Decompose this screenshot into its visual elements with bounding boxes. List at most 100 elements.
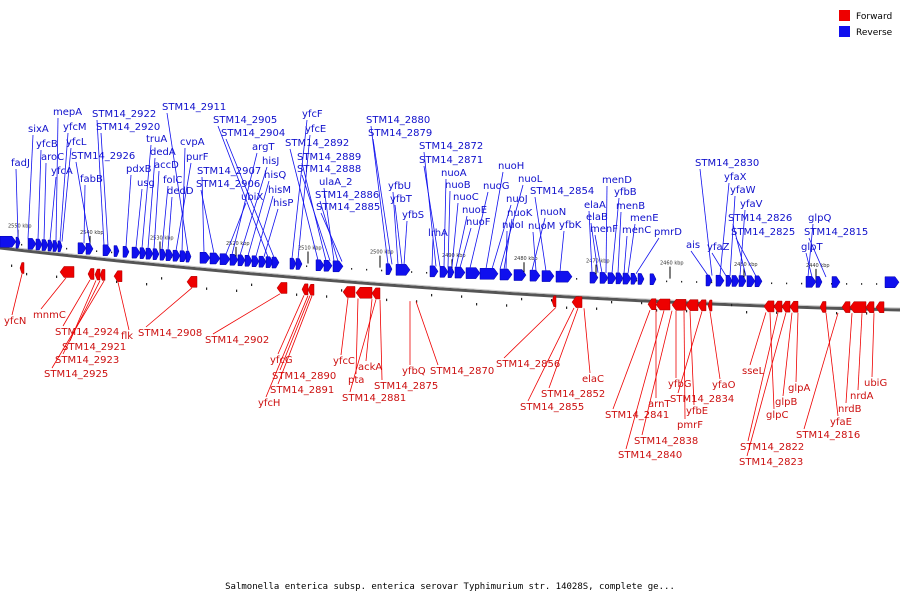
scale-tick-label: 2510 kbp <box>298 246 322 252</box>
reverse-gene-yfca-label: yfcA <box>51 166 73 177</box>
reverse-gene-yfcb-connector <box>37 149 42 240</box>
reverse-gene-glpt-label: glpT <box>801 242 823 253</box>
forward-gene-yfcg-connector <box>277 295 305 355</box>
reverse-gene-stm14-2826-label: STM14_2826 <box>728 213 792 224</box>
reverse-gene-yfcl-label: yfcL <box>66 137 87 148</box>
reverse-gene-arrow <box>271 256 280 269</box>
reverse-gene-arrow <box>479 268 499 280</box>
reverse-gene-arrow <box>289 257 297 270</box>
reverse-gene-nuob-label: nuoB <box>445 180 471 191</box>
reverse-gene-stm14-2907-label: STM14_2907 <box>197 166 261 177</box>
scale-tick-label: 2520 kbp <box>226 241 250 247</box>
reverse-gene-usg-connector <box>135 188 143 248</box>
marker-dot <box>111 251 113 254</box>
reverse-gene-arrow <box>439 266 449 278</box>
marker-dot <box>411 271 413 273</box>
reverse-gene-yfce-connector <box>297 134 311 259</box>
forward-gene-flk-label: flk <box>121 331 133 342</box>
forward-gene-stm14-2923-connector <box>62 280 101 355</box>
forward-gene-arrow <box>789 300 799 313</box>
reverse-gene-mend-label: menD <box>602 175 632 186</box>
forward-gene-labels: yfcN mnmC STM14_2924 STM14_2921 STM14_2923 ST… <box>4 273 887 468</box>
marker-dot <box>681 280 683 283</box>
reverse-gene-nuoi-label: nuoI <box>502 220 524 231</box>
forward-gene-arrow <box>697 299 707 312</box>
reverse-gene-arrow <box>454 266 466 279</box>
reverse-gene-arrow <box>447 266 455 278</box>
forward-gene-acka-label: ackA <box>358 362 382 373</box>
reverse-gene-nuob-connector <box>447 190 451 268</box>
forward-gene-stm14-2902-connector <box>212 293 281 335</box>
reverse-gene-hisj-label: hisJ <box>262 156 279 167</box>
reverse-gene-usg-label: usg <box>137 178 155 189</box>
reverse-gene-fabb-label: fabB <box>80 174 103 185</box>
reverse-gene-mene-label: menE <box>630 213 659 224</box>
forward-gene-stm14-2852-label: STM14_2852 <box>541 389 605 400</box>
reverse-gene-stm14-2880-label: STM14_2880 <box>366 115 430 126</box>
forward-gene-stm14-2841-connector <box>612 310 651 410</box>
marker-dot <box>21 243 23 246</box>
reverse-gene-pdxb-connector <box>125 174 132 247</box>
marker-dot <box>386 298 388 302</box>
reverse-gene-arrow <box>145 247 154 260</box>
scale-tick-label: 2440 kbp <box>806 263 830 269</box>
forward-gene-stm14-2840-connector <box>625 310 665 450</box>
reverse-gene-mene-connector <box>627 223 636 274</box>
reverse-gene-arrow <box>622 272 632 285</box>
reverse-gene-stm14-2905-connector <box>217 125 269 258</box>
reverse-gene-stm14-2872-connector <box>423 151 437 267</box>
marker-dot <box>521 297 523 301</box>
reverse-gene-arrow <box>805 276 817 288</box>
forward-gene-arrow <box>875 301 885 313</box>
reverse-gene-yfbt-connector <box>394 204 403 265</box>
reverse-gene-yfcf-connector <box>291 119 308 259</box>
reverse-gene-ais-label: ais <box>686 240 700 251</box>
reverse-gene-arrow <box>152 248 160 260</box>
forward-gene-mnmc-connector <box>40 277 67 310</box>
reverse-gene-nuoh-connector <box>485 171 504 269</box>
reverse-gene-yfbu-label: yfbU <box>388 181 411 192</box>
forward-gene-nrda-label: nrdA <box>850 391 874 402</box>
forward-gene-glpb-label: glpB <box>775 397 797 408</box>
reverse-gene-stm14-2879-connector <box>372 138 393 265</box>
reverse-gene-nuoe-label: nuoE <box>462 205 487 216</box>
forward-gene-elac-connector <box>583 308 591 374</box>
reverse-gene-glpq-connector <box>807 223 814 277</box>
reverse-gene-hisp-connector <box>263 208 279 257</box>
reverse-gene-yfbs-connector <box>403 220 408 265</box>
forward-gene-arrow <box>87 268 95 280</box>
marker-dot <box>351 268 353 270</box>
marker-dot <box>771 282 773 285</box>
forward-gene-stm14-2816-connector <box>803 312 839 430</box>
reverse-gene-ubix-label: ubiX <box>241 192 263 203</box>
reverse-gene-aroc-label: aroC <box>41 152 64 163</box>
reverse-gene-glpq-label: glpQ <box>808 213 831 224</box>
reverse-gene-stm14-2920-label: STM14_2920 <box>96 122 160 133</box>
forward-gene-yfcn-label: yfcN <box>4 316 26 327</box>
forward-gene-arrow <box>307 283 315 296</box>
reverse-gene-elab-label: elaB <box>586 212 608 223</box>
reverse-gene-stm14-2906-connector <box>200 189 215 254</box>
reverse-gene-arrow <box>102 244 112 257</box>
reverse-gene-stm14-2886-label: STM14_2886 <box>315 190 379 201</box>
reverse-gene-nuoa-label: nuoA <box>441 168 467 179</box>
marker-dot <box>431 293 433 297</box>
reverse-gene-sixa-label: sixA <box>28 124 49 135</box>
forward-gene-nrdb-label: nrdB <box>838 404 862 415</box>
forward-gene-stm14-2925-connector <box>51 280 105 369</box>
marker-dot <box>326 295 328 298</box>
scale-tick-label: 2480 kbp <box>514 256 538 262</box>
scale-tick-label: 2500 kbp <box>370 250 394 256</box>
reverse-gene-arrow <box>615 272 624 285</box>
scale-tick-label: 2530 kbp <box>150 235 174 241</box>
forward-gene-arrow <box>571 296 583 308</box>
marker-dot <box>786 282 788 285</box>
reverse-gene-yfbb-label: yfbB <box>614 187 637 198</box>
reverse-gene-stm14-2871-connector <box>423 165 441 267</box>
forward-gene-arrow <box>849 301 867 313</box>
forward-gene-yfbq-label: yfbQ <box>402 366 426 377</box>
reverse-gene-stm14-2854-label: STM14_2854 <box>530 186 594 197</box>
reverse-gene-arrow <box>131 246 141 259</box>
reverse-gene-nuok-connector <box>503 218 513 270</box>
